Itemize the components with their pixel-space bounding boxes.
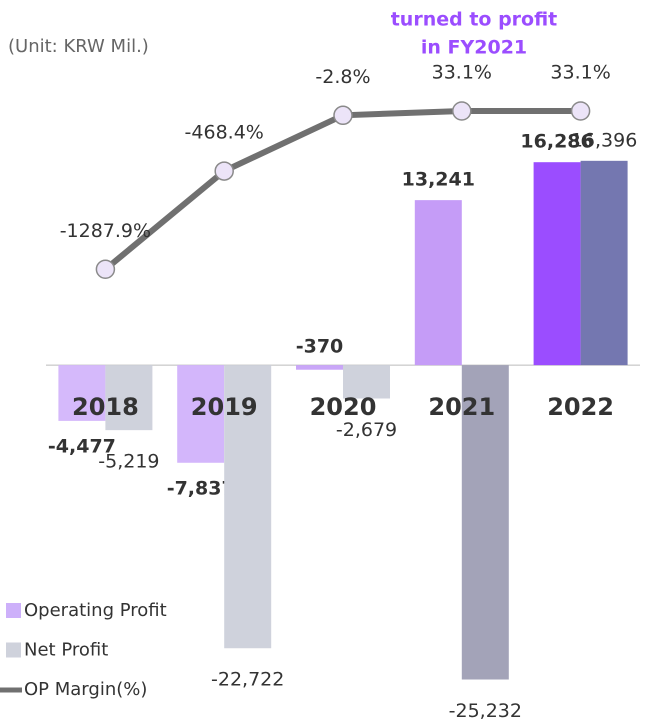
value-label: 33.1% xyxy=(432,61,492,83)
marker xyxy=(452,101,472,121)
marker xyxy=(570,101,591,121)
value-label: 13,241 xyxy=(402,169,475,191)
legend-label: Net Profit xyxy=(24,640,108,661)
x-tick-label: 2021 xyxy=(428,393,495,421)
value-label: -2.8% xyxy=(315,66,370,88)
value-label: -2,679 xyxy=(336,419,397,441)
bar xyxy=(580,160,628,366)
value-label: 16,286 xyxy=(520,131,593,153)
marker xyxy=(214,161,234,181)
value-label: 33.1% xyxy=(550,61,610,83)
bar xyxy=(224,365,272,649)
bar xyxy=(58,365,106,421)
x-tick-label: 2018 xyxy=(72,393,139,421)
annotation: turned to profit xyxy=(391,9,558,31)
value-label: -4,477 xyxy=(48,435,116,457)
legend-swatch xyxy=(6,642,21,658)
x-tick-label: 2019 xyxy=(191,393,258,421)
x-tick-label: 2020 xyxy=(310,393,377,421)
x-tick-label: 2022 xyxy=(547,393,614,421)
bar xyxy=(177,365,225,463)
legend-swatch xyxy=(6,603,21,618)
value-label: -25,232 xyxy=(449,700,522,722)
marker xyxy=(95,259,116,280)
bar xyxy=(533,162,581,366)
value-label: -7,837 xyxy=(167,477,235,499)
bar xyxy=(414,200,462,366)
legend-label: Operating Profit xyxy=(24,600,167,621)
subtitle: (Unit: KRW Mil.) xyxy=(8,36,149,57)
value-label: -468.4% xyxy=(185,122,264,144)
bar xyxy=(296,365,343,370)
line xyxy=(103,107,581,272)
bar xyxy=(105,365,153,431)
value-label: 16,396 xyxy=(571,129,637,151)
marker xyxy=(333,105,353,126)
value-label: -22,722 xyxy=(211,669,284,691)
bar xyxy=(461,365,509,680)
value-label: -370 xyxy=(296,336,344,358)
legend-label: OP Margin(%) xyxy=(24,679,147,700)
value-label: -5,219 xyxy=(98,451,159,473)
bar xyxy=(343,365,390,399)
annotation: in FY2021 xyxy=(421,37,527,59)
value-label: -1287.9% xyxy=(60,220,151,242)
